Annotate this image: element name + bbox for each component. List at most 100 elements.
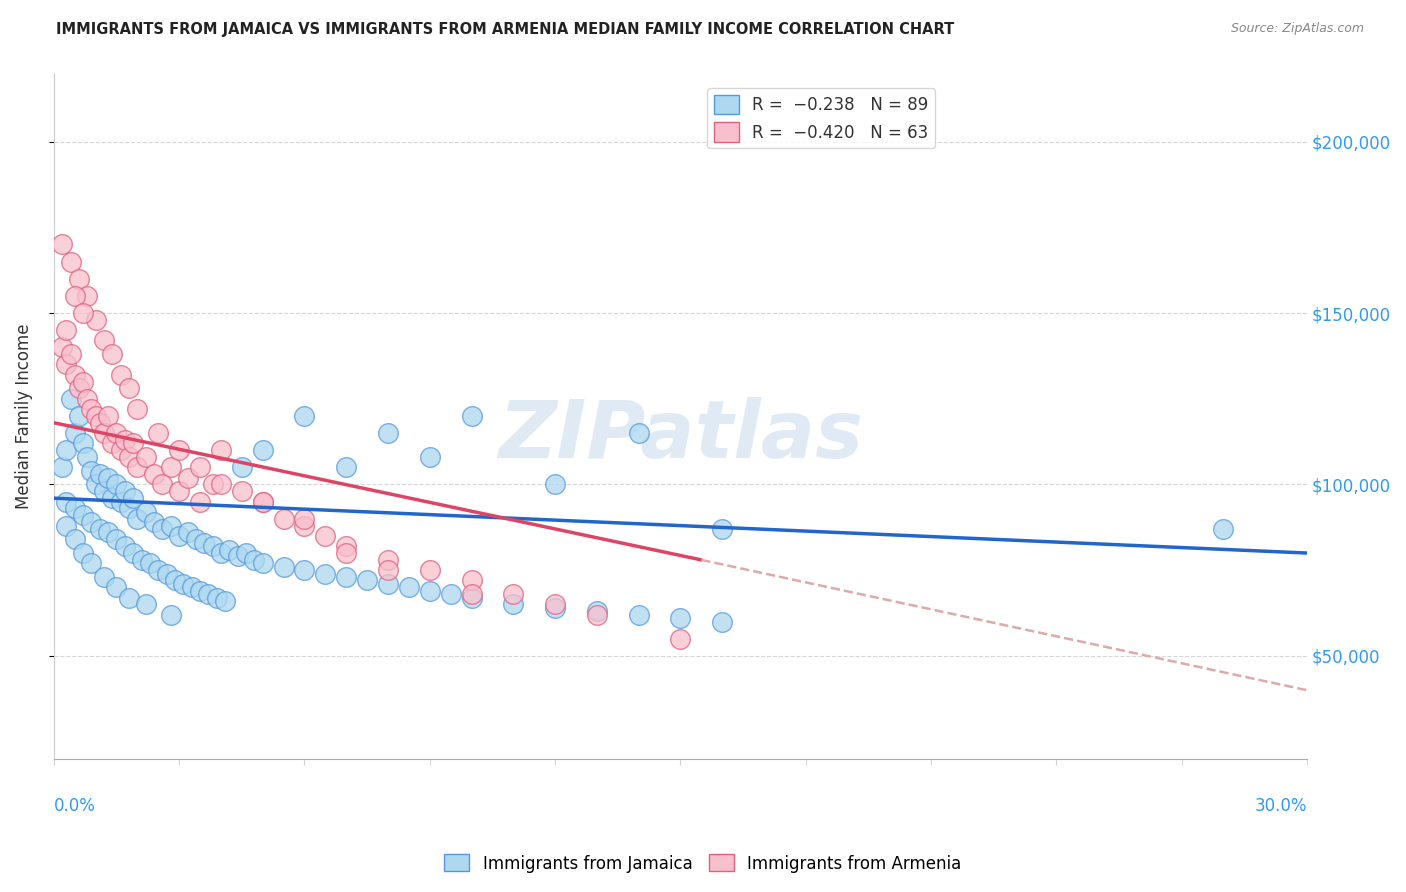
Point (63, 425, 86, 440)
Point (148, 563, 170, 577)
Point (167, 484, 190, 499)
Point (252, 557, 274, 571)
Point (398, 580, 420, 594)
Point (110, 368, 132, 382)
Point (122, 436, 145, 450)
Point (711, 522, 734, 536)
Point (97, 409, 120, 423)
Point (314, 529, 336, 543)
Point (63, 289, 86, 303)
Point (209, 546, 232, 560)
Point (201, 477, 224, 491)
Point (356, 574, 378, 588)
Point (273, 559, 295, 574)
Point (460, 574, 482, 588)
Point (419, 563, 441, 577)
Point (252, 494, 274, 508)
Point (148, 425, 170, 440)
Text: IMMIGRANTS FROM JAMAICA VS IMMIGRANTS FROM ARMENIA MEDIAN FAMILY INCOME CORRELAT: IMMIGRANTS FROM JAMAICA VS IMMIGRANTS FR… (56, 22, 955, 37)
Point (63, 368, 86, 382)
Point (127, 512, 149, 526)
Point (114, 433, 136, 447)
Point (93, 334, 115, 348)
Point (114, 539, 136, 553)
Point (67, 409, 90, 423)
Point (544, 601, 567, 615)
Point (231, 460, 253, 475)
Point (84, 313, 107, 327)
Point (235, 546, 257, 560)
Point (502, 598, 524, 612)
Point (377, 553, 399, 567)
Point (152, 477, 174, 491)
Point (377, 577, 399, 591)
Point (176, 470, 198, 484)
Point (159, 460, 181, 475)
Point (76, 289, 98, 303)
Point (294, 518, 316, 533)
Point (419, 450, 441, 464)
Point (214, 594, 236, 608)
Point (63, 501, 86, 516)
Point (118, 591, 141, 605)
Point (59, 347, 82, 361)
Point (110, 494, 132, 508)
Point (440, 587, 463, 601)
Point (627, 425, 650, 440)
Point (80, 515, 103, 529)
Point (167, 529, 190, 543)
Legend: Immigrants from Jamaica, Immigrants from Armenia: Immigrants from Jamaica, Immigrants from… (437, 847, 969, 880)
Text: 30.0%: 30.0% (1254, 797, 1308, 814)
Point (152, 522, 174, 536)
Point (460, 587, 482, 601)
Point (80, 464, 103, 478)
Point (118, 450, 141, 464)
Point (226, 549, 249, 564)
Point (544, 598, 567, 612)
Point (55, 518, 77, 533)
Point (97, 470, 120, 484)
Point (76, 450, 98, 464)
Point (51, 460, 73, 475)
Point (51, 237, 73, 252)
Point (167, 443, 190, 458)
Point (197, 587, 219, 601)
Point (252, 494, 274, 508)
Point (201, 539, 224, 553)
Point (55, 443, 77, 458)
Point (669, 611, 692, 625)
Point (172, 577, 194, 591)
Point (72, 508, 94, 523)
Point (252, 443, 274, 458)
Point (294, 512, 316, 526)
Point (188, 460, 211, 475)
Point (294, 409, 316, 423)
Point (72, 306, 94, 320)
Point (209, 443, 232, 458)
Point (131, 553, 153, 567)
Point (188, 583, 211, 598)
Point (114, 484, 136, 499)
Point (55, 494, 77, 508)
Point (218, 542, 240, 557)
Point (176, 525, 198, 540)
Point (55, 323, 77, 337)
Point (72, 375, 94, 389)
Point (502, 587, 524, 601)
Point (101, 436, 124, 450)
Point (127, 402, 149, 417)
Point (89, 522, 111, 536)
Point (1212, 522, 1234, 536)
Point (122, 491, 145, 505)
Y-axis label: Median Family Income: Median Family Income (15, 323, 32, 508)
Point (180, 580, 202, 594)
Point (105, 477, 128, 491)
Point (67, 381, 90, 395)
Point (209, 477, 232, 491)
Point (84, 409, 107, 423)
Point (586, 607, 609, 622)
Point (205, 591, 228, 605)
Point (135, 598, 157, 612)
Point (105, 533, 128, 547)
Point (118, 381, 141, 395)
